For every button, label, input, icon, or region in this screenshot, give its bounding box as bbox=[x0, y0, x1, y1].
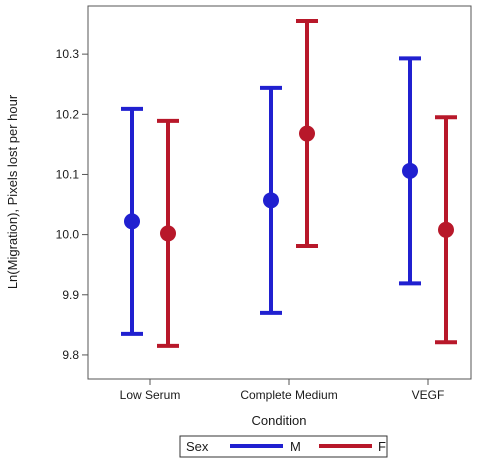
y-tick-label: 9.8 bbox=[62, 348, 79, 362]
y-axis-title: Ln(Migration), Pixels lost per hour bbox=[5, 94, 20, 289]
series-layer bbox=[121, 19, 457, 348]
x-axis: Low Serum Complete Medium VEGF bbox=[120, 379, 445, 402]
series-f bbox=[157, 19, 457, 348]
mean-point bbox=[299, 125, 315, 142]
x-tick-label: VEGF bbox=[412, 388, 445, 402]
y-tick-label: 9.9 bbox=[62, 288, 79, 302]
mean-point bbox=[160, 225, 176, 242]
legend-label-m: M bbox=[290, 439, 301, 454]
mean-point bbox=[402, 162, 418, 179]
mean-point bbox=[263, 192, 279, 209]
mean-point bbox=[438, 221, 454, 238]
legend-title: Sex bbox=[186, 439, 209, 454]
series-m bbox=[121, 56, 421, 336]
legend-box bbox=[179, 435, 388, 458]
legend-label-f: F bbox=[378, 439, 386, 454]
x-axis-title: Condition bbox=[252, 413, 307, 428]
legend: Sex M F bbox=[179, 435, 388, 458]
x-tick-label: Complete Medium bbox=[240, 388, 337, 402]
x-tick-label: Low Serum bbox=[120, 388, 181, 402]
mean-point bbox=[124, 213, 140, 230]
y-tick-label: 10.3 bbox=[56, 47, 80, 61]
y-tick-label: 10.0 bbox=[56, 228, 80, 242]
y-axis: 9.8 9.9 10.0 10.1 10.2 10.3 bbox=[56, 47, 88, 362]
y-tick-label: 10.1 bbox=[56, 167, 80, 181]
plot-frame bbox=[87, 5, 472, 380]
y-tick-label: 10.2 bbox=[56, 107, 80, 121]
